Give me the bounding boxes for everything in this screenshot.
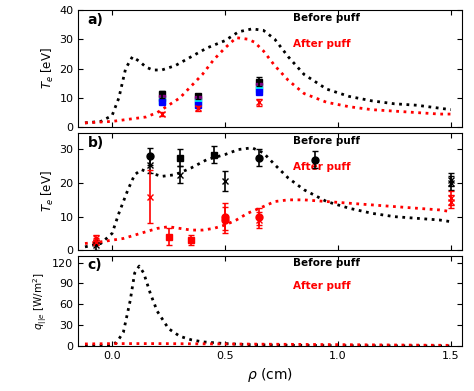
X-axis label: $\rho$ (cm): $\rho$ (cm) <box>247 366 293 384</box>
Text: c): c) <box>88 258 102 273</box>
Text: b): b) <box>88 136 104 150</box>
Y-axis label: $q_{||e}$ [W/m$^2$]: $q_{||e}$ [W/m$^2$] <box>32 272 49 330</box>
Text: Before puff: Before puff <box>293 136 360 146</box>
Text: Before puff: Before puff <box>293 258 360 268</box>
Y-axis label: $T_e$ [eV]: $T_e$ [eV] <box>40 170 56 212</box>
Text: Before puff: Before puff <box>293 13 360 23</box>
Text: a): a) <box>88 13 104 27</box>
Text: After puff: After puff <box>293 162 351 172</box>
Y-axis label: $T_e$ [eV]: $T_e$ [eV] <box>40 48 56 90</box>
Text: After puff: After puff <box>293 39 351 49</box>
Text: After puff: After puff <box>293 281 351 291</box>
